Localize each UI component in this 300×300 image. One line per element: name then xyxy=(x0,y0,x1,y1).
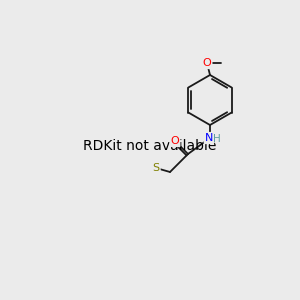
Text: O: O xyxy=(171,136,179,146)
Text: RDKit not available: RDKit not available xyxy=(83,139,217,153)
Text: N: N xyxy=(205,133,213,143)
Text: H: H xyxy=(213,134,221,144)
Text: O: O xyxy=(202,58,211,68)
Text: S: S xyxy=(152,163,160,173)
